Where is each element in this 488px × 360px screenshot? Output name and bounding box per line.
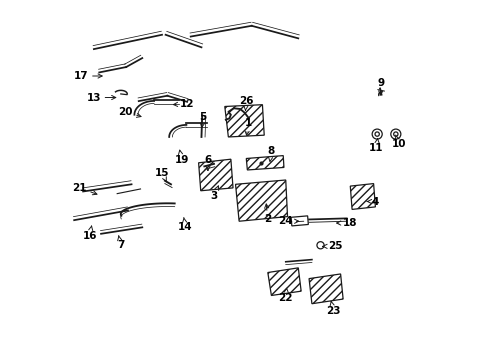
- Text: 23: 23: [325, 301, 340, 316]
- Text: 25: 25: [322, 241, 342, 251]
- Polygon shape: [308, 274, 343, 304]
- Text: 22: 22: [278, 288, 292, 303]
- Text: 16: 16: [82, 226, 97, 240]
- Polygon shape: [235, 180, 287, 221]
- Text: 1: 1: [244, 118, 251, 135]
- Text: 17: 17: [74, 71, 102, 81]
- Text: 4: 4: [366, 197, 378, 207]
- Text: 26: 26: [239, 96, 253, 111]
- Text: 14: 14: [178, 217, 192, 231]
- Text: 13: 13: [86, 93, 116, 103]
- Polygon shape: [198, 159, 233, 191]
- Text: 18: 18: [336, 218, 357, 228]
- Polygon shape: [246, 156, 284, 170]
- Text: 5: 5: [199, 112, 206, 127]
- Text: 24: 24: [278, 216, 298, 226]
- Text: 15: 15: [155, 168, 169, 182]
- Polygon shape: [349, 184, 375, 210]
- Text: 19: 19: [174, 150, 188, 165]
- Text: 3: 3: [210, 186, 218, 201]
- Text: 10: 10: [391, 135, 405, 149]
- Text: 6: 6: [204, 155, 211, 170]
- Polygon shape: [290, 216, 308, 226]
- Text: 8: 8: [267, 146, 274, 161]
- Polygon shape: [224, 105, 264, 137]
- Text: 9: 9: [377, 78, 384, 95]
- Text: 12: 12: [173, 99, 194, 109]
- Text: 11: 11: [368, 138, 383, 153]
- Text: 7: 7: [117, 236, 124, 250]
- Text: 21: 21: [72, 183, 97, 195]
- Text: 20: 20: [118, 107, 141, 117]
- Polygon shape: [267, 268, 301, 296]
- Text: 2: 2: [264, 204, 271, 224]
